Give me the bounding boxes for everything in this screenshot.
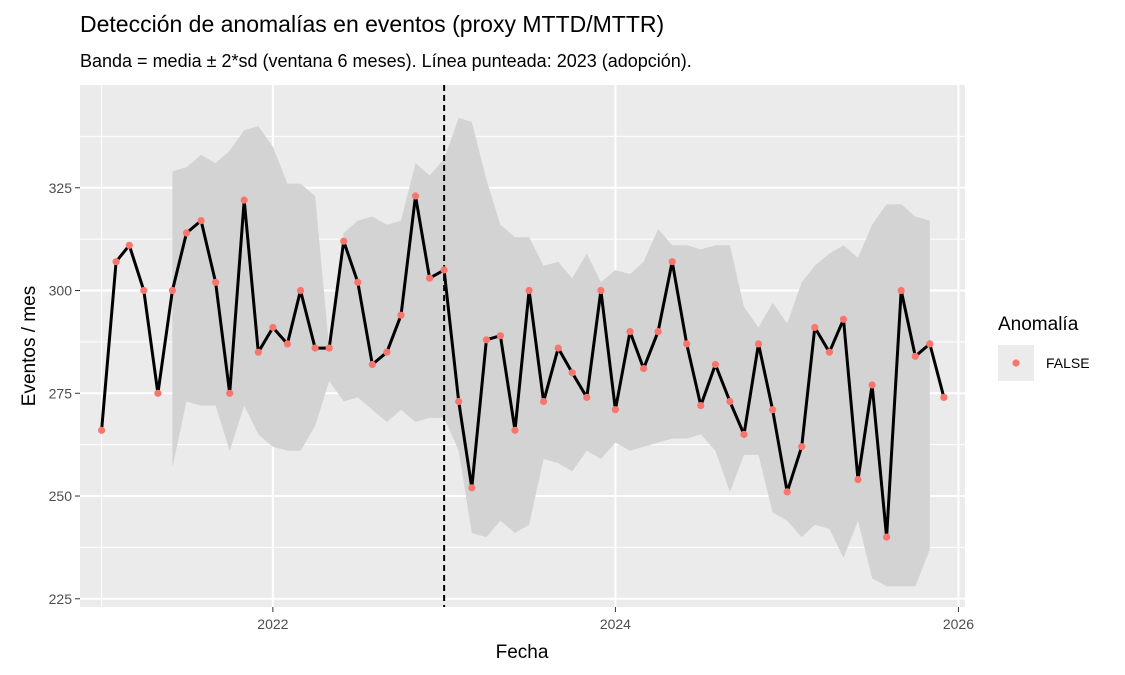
y-tick-label: 250 (49, 488, 73, 504)
data-point (440, 266, 448, 274)
data-point (254, 348, 262, 356)
data-point (283, 340, 291, 348)
data-point (825, 348, 834, 356)
data-point (883, 533, 891, 541)
data-point (926, 340, 934, 348)
data-point (626, 328, 634, 336)
data-point (269, 323, 277, 332)
series-line (100, 194, 946, 539)
data-point (482, 336, 490, 344)
legend-label-false: FALSE (1046, 355, 1090, 371)
data-point (839, 315, 848, 323)
data-point (611, 406, 620, 414)
x-tick-label: 2024 (600, 616, 631, 632)
anomaly-band (172, 117, 930, 587)
y-axis-title: Eventos / mes (19, 286, 40, 406)
data-point (640, 365, 648, 373)
data-point (455, 397, 463, 406)
data-point (683, 340, 691, 348)
x-axis-title: Fecha (496, 642, 549, 663)
data-point (697, 402, 705, 410)
data-point (197, 217, 205, 225)
chart-title: Detección de anomalías en eventos (proxy… (80, 11, 664, 37)
data-point (311, 344, 319, 352)
data-point (897, 286, 905, 295)
data-point (568, 369, 576, 377)
data-point (740, 430, 748, 438)
data-point (182, 229, 191, 237)
data-point (711, 360, 720, 369)
data-point (940, 393, 948, 401)
data-points (98, 192, 948, 541)
data-point (597, 286, 605, 295)
y-tick-label: 275 (49, 385, 73, 401)
chart-subtitle: Banda = media ± 2*sd (ventana 6 meses). … (80, 51, 692, 71)
data-point (340, 237, 348, 245)
legend: Anomalía FALSE (998, 314, 1090, 381)
data-point (154, 389, 162, 397)
data-point (468, 484, 476, 492)
data-point (98, 426, 106, 434)
data-point (325, 344, 333, 352)
data-point (368, 360, 376, 369)
y-tick-label: 325 (49, 180, 73, 196)
data-point (511, 426, 519, 434)
legend-title: Anomalía (998, 314, 1079, 335)
data-point (496, 332, 504, 340)
x-tick-label: 2022 (257, 616, 288, 632)
data-point (783, 488, 791, 496)
data-point (426, 274, 434, 282)
data-point (540, 397, 548, 406)
x-tick-label: 2026 (943, 616, 974, 632)
data-point (554, 344, 562, 352)
x-axis-ticks: 2022 2024 2026 (257, 607, 974, 632)
data-point (769, 406, 777, 414)
data-point (296, 286, 305, 295)
y-axis-ticks: 225 250 275 300 325 (49, 180, 80, 607)
data-point (354, 278, 362, 286)
data-point (868, 381, 876, 389)
data-point (726, 397, 734, 406)
data-point (240, 196, 248, 204)
data-point (525, 286, 533, 295)
y-tick-label: 225 (49, 591, 73, 607)
data-point (226, 389, 234, 397)
data-point (140, 286, 148, 295)
legend-point-icon (1012, 359, 1020, 367)
data-point (125, 241, 133, 249)
y-tick-label: 300 (49, 283, 73, 299)
data-point (854, 476, 862, 484)
data-point (668, 258, 676, 266)
data-point (397, 311, 405, 319)
data-point (798, 443, 806, 451)
data-point (811, 323, 819, 332)
data-point (383, 348, 391, 356)
data-point (411, 192, 420, 200)
data-point (583, 393, 591, 401)
data-point (212, 278, 220, 286)
data-point (654, 328, 662, 336)
data-point (911, 352, 919, 360)
data-point (168, 286, 176, 295)
data-point (754, 340, 763, 348)
data-point (112, 258, 120, 266)
